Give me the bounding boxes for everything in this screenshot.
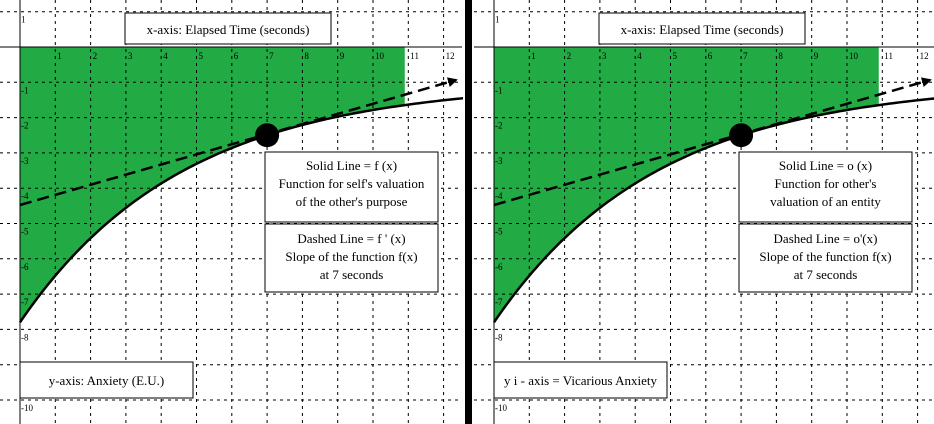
y-label-box-text: y i - axis = Vicarious Anxiety [504, 373, 657, 388]
solid-box-text: Solid Line = o (x) [779, 158, 872, 173]
x-tick-label: 3 [128, 51, 133, 61]
x-tick-label: 12 [446, 51, 455, 61]
y-tick-label: -1 [21, 85, 29, 95]
dashed-box [264, 223, 439, 293]
y-tick-label: -5 [495, 227, 503, 237]
y-tick-label: -7 [21, 297, 29, 307]
x-tick-label: 8 [778, 51, 783, 61]
solid-box [738, 151, 913, 223]
dashed-box [738, 223, 913, 293]
title-box-text: x-axis: Elapsed Time (seconds) [147, 22, 310, 37]
x-tick-label: 7 [743, 51, 748, 61]
solid-box-text: Function for self's valuation [279, 176, 425, 191]
tangent-point [255, 123, 280, 148]
y-tick-label: -5 [21, 227, 29, 237]
tangent-point [729, 123, 754, 148]
solid-curve [18, 97, 463, 324]
solid-box-text: of the other's purpose [296, 194, 408, 209]
y-tick-label: 1 [21, 15, 26, 25]
x-tick-label: 2 [567, 51, 572, 61]
x-tick-label: 3 [602, 51, 607, 61]
y-tick-label: -2 [495, 121, 503, 131]
shaded-area [20, 47, 405, 323]
x-tick-label: 6 [234, 51, 239, 61]
x-tick-label: 6 [708, 51, 713, 61]
y-tick-label: -10 [495, 403, 507, 413]
dashed-tangent [19, 77, 458, 207]
dashed-box-text: Slope of the function f(x) [285, 249, 417, 264]
x-tick-label: 10 [849, 51, 859, 61]
x-tick-label: 11 [410, 51, 419, 61]
y-tick-label: -6 [21, 262, 29, 272]
dashed-box-text: at 7 seconds [320, 267, 384, 282]
solid-curve [492, 97, 934, 324]
panel: 1 2 3 4 5 6 7 8 9 10 11 121-1-2-3-4-5-6-7-8-10x-axi… [0, 0, 463, 424]
y-label-box-text: y-axis: Anxiety (E.U.) [49, 373, 165, 388]
x-tick-label: 7 [269, 51, 274, 61]
x-tick-label: 8 [304, 51, 309, 61]
title-box-text: x-axis: Elapsed Time (seconds) [621, 22, 784, 37]
panel: 1 2 3 4 5 6 7 8 9 10 11 121-1-2-3-4-5-6-7-8-10x-axi… [474, 0, 934, 424]
y-tick-label: -8 [495, 332, 503, 342]
x-tick-label: 12 [920, 51, 929, 61]
x-tick-label: 9 [340, 51, 345, 61]
x-tick-label: 4 [637, 51, 642, 61]
dashed-tangent [493, 77, 932, 207]
dashed-box-text: Slope of the function f(x) [759, 249, 891, 264]
title-box [598, 12, 806, 45]
x-tick-label: 11 [884, 51, 893, 61]
x-tick-label: 2 [93, 51, 98, 61]
y-tick-label: -4 [21, 191, 29, 201]
y-tick-label: -1 [495, 85, 503, 95]
y-tick-label: -3 [495, 156, 503, 166]
solid-box-text: valuation of an entity [770, 194, 881, 209]
solid-box [264, 151, 439, 223]
y-label-box [19, 361, 194, 399]
x-tick-label: 4 [163, 51, 168, 61]
x-tick-label: 9 [814, 51, 819, 61]
solid-box-text: Solid Line = f (x) [306, 158, 397, 173]
dashed-box-text: Dashed Line = o'(x) [774, 231, 878, 246]
y-tick-label: -7 [495, 297, 503, 307]
dashed-box-text: Dashed Line = f ' (x) [297, 231, 405, 246]
title-box [124, 12, 332, 45]
y-tick-label: -8 [21, 332, 29, 342]
x-tick-label: 5 [199, 51, 204, 61]
solid-box-text: Function for other's [775, 176, 877, 191]
y-tick-label: -4 [495, 191, 503, 201]
x-tick-label: 1 [57, 51, 62, 61]
y-tick-label: -2 [21, 121, 29, 131]
x-tick-label: 10 [375, 51, 385, 61]
y-tick-label: -3 [21, 156, 29, 166]
divider [465, 0, 472, 424]
y-label-box [493, 361, 668, 399]
x-tick-label: 5 [673, 51, 678, 61]
shaded-area [494, 47, 879, 323]
y-tick-label: -6 [495, 262, 503, 272]
y-tick-label: 1 [495, 15, 500, 25]
x-tick-label: 1 [531, 51, 536, 61]
dashed-box-text: at 7 seconds [794, 267, 858, 282]
y-tick-label: -10 [21, 403, 33, 413]
